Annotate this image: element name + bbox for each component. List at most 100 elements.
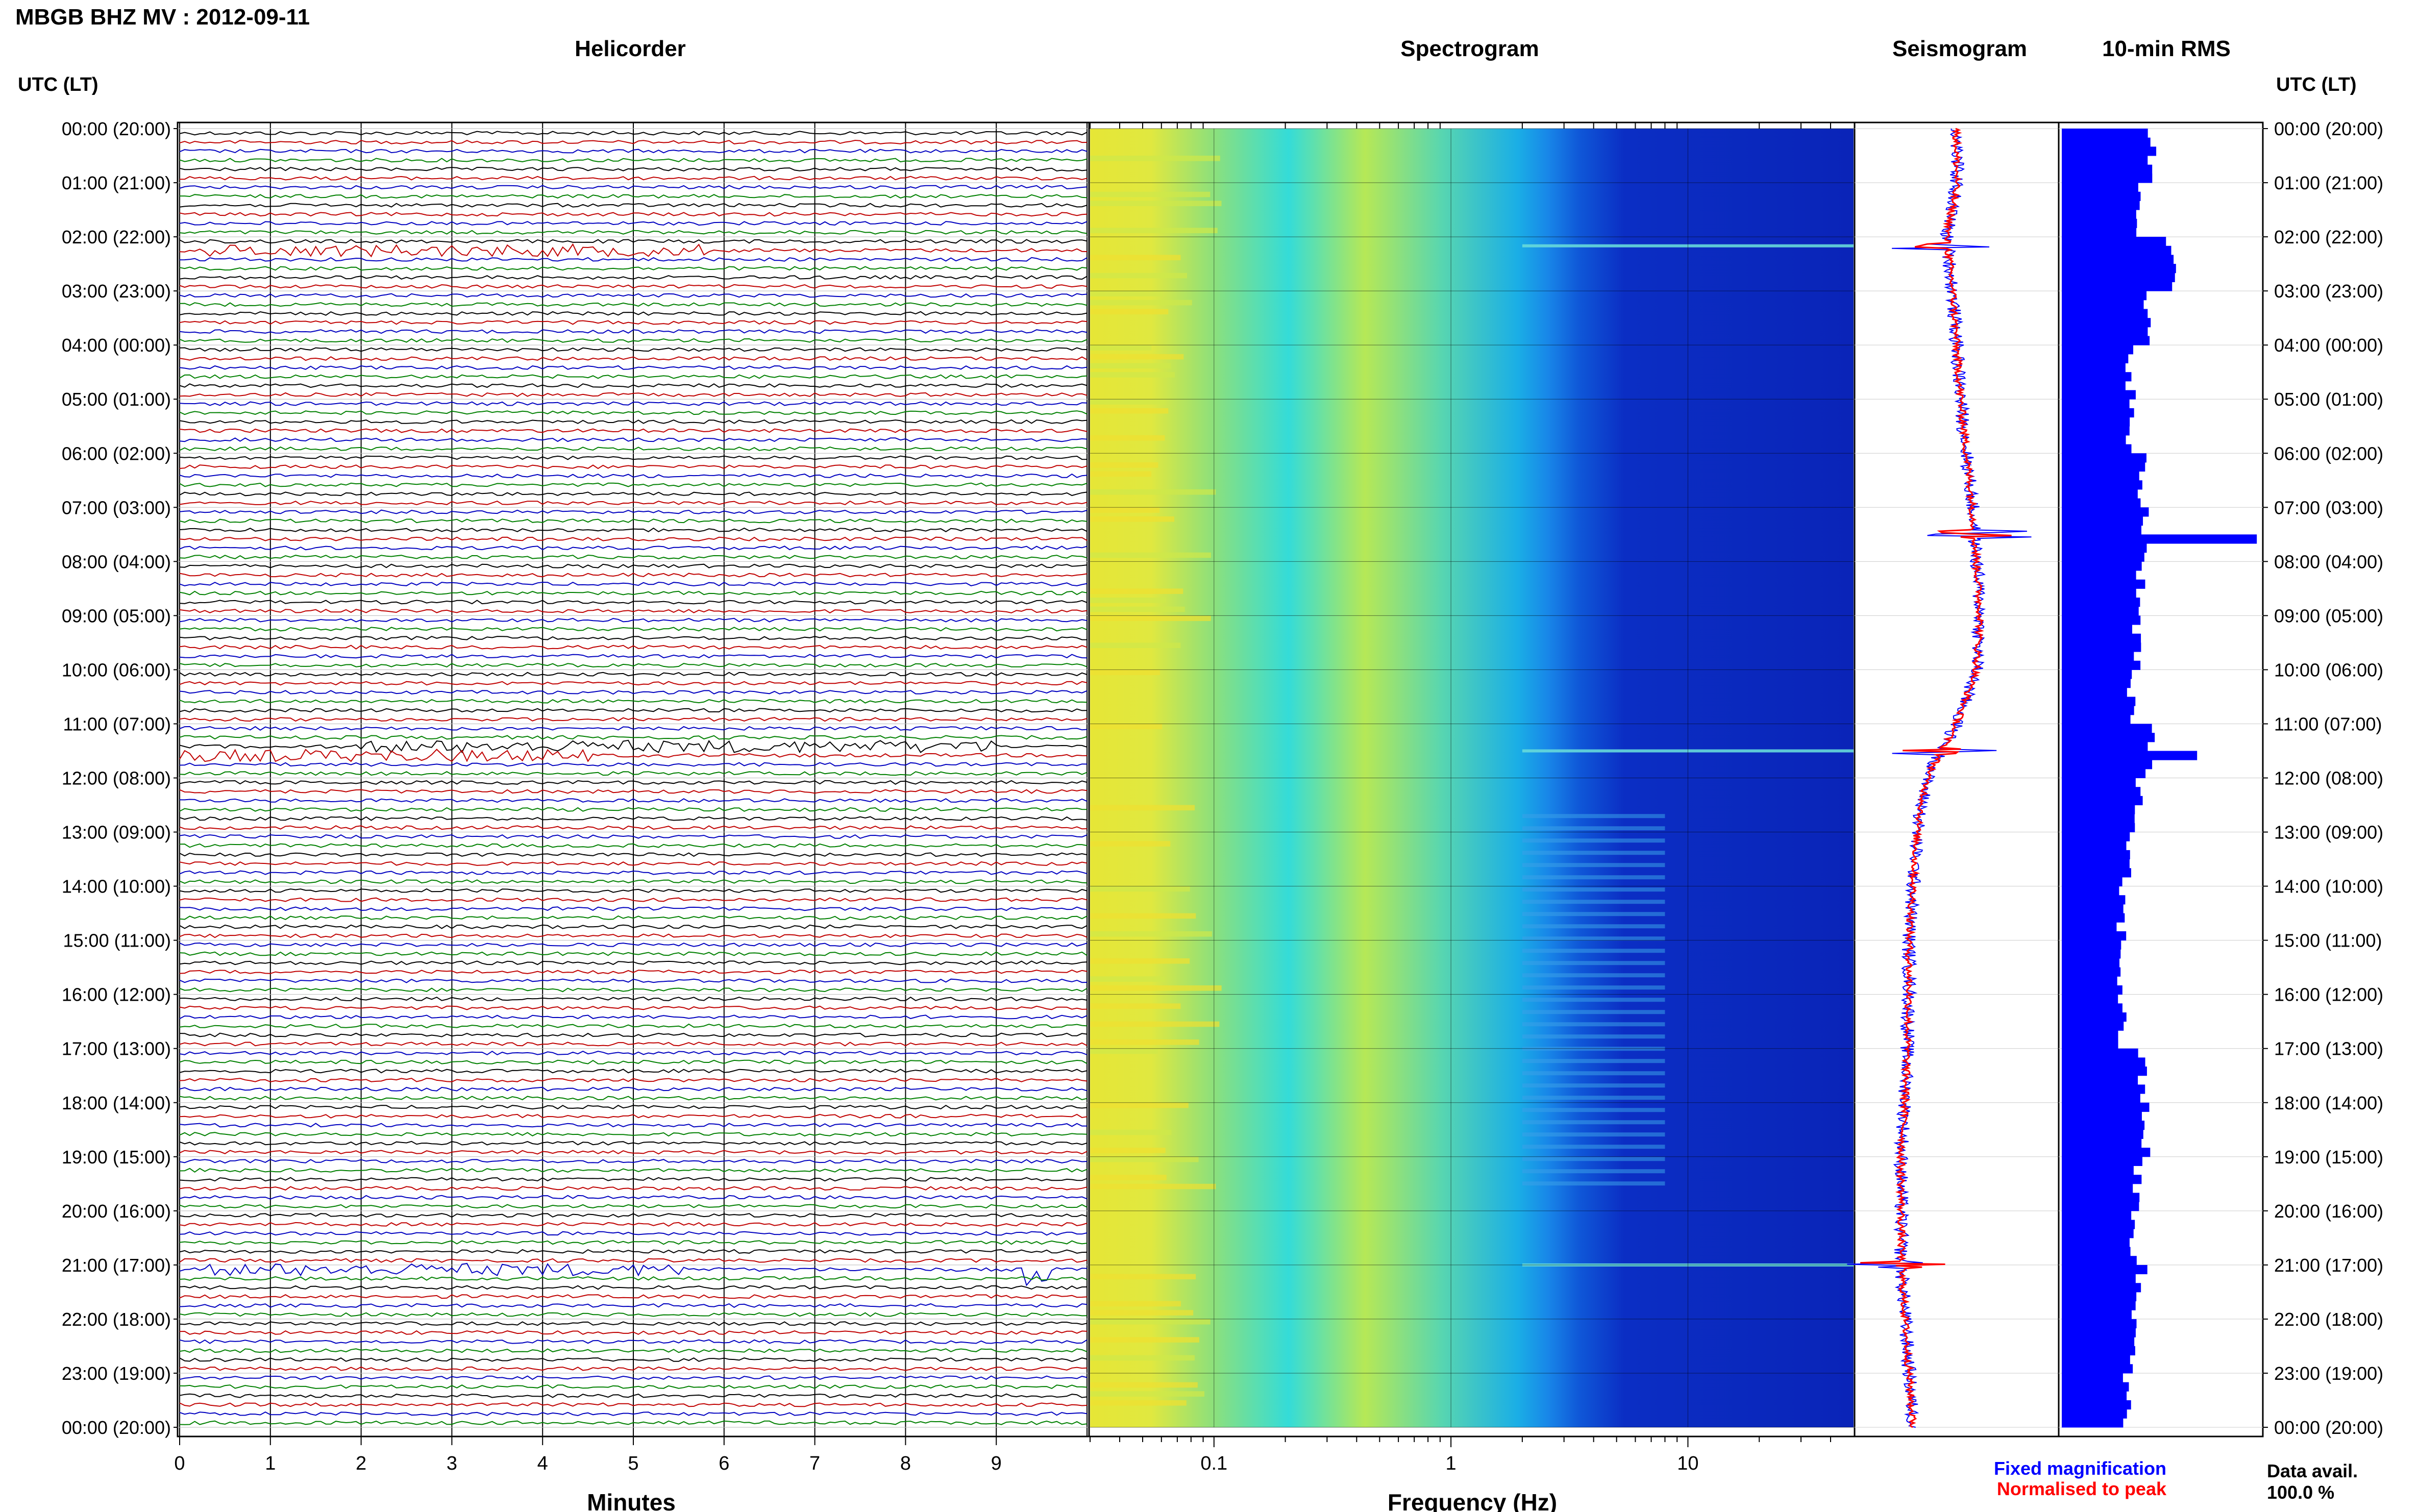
rms-bar xyxy=(2062,877,2122,887)
spectrogram-tremor-band xyxy=(1522,1096,1665,1100)
spectrogram-speckle xyxy=(1090,1148,1166,1153)
rms-bar xyxy=(2062,796,2143,806)
spectrogram-speckle xyxy=(1090,1355,1195,1361)
rms-bar xyxy=(2062,534,2257,544)
helicorder-x-tick-label: 0 xyxy=(174,1453,185,1474)
rms-bar xyxy=(2062,904,2124,914)
rms-bar xyxy=(2062,480,2142,490)
helicorder-trace xyxy=(179,1141,1088,1146)
helicorder-trace xyxy=(179,1339,1088,1344)
helicorder-trace xyxy=(179,906,1088,911)
spectrogram-speckle xyxy=(1090,1400,1187,1406)
page-title: MBGB BHZ MV : 2012-09-11 xyxy=(15,5,310,30)
helicorder-trace xyxy=(179,1312,1088,1317)
spectrogram-speckle xyxy=(1090,670,1160,676)
rms-bar xyxy=(2062,552,2144,562)
time-tick-label-right: 20:00 (16:00) xyxy=(2274,1201,2383,1222)
time-tick-label-right: 14:00 (10:00) xyxy=(2274,876,2383,897)
time-tick-label-left: 04:00 (00:00) xyxy=(62,335,171,356)
helicorder-panel xyxy=(177,121,1090,1437)
spectrogram-speckle xyxy=(1090,841,1171,847)
helicorder-trace xyxy=(179,762,1088,767)
time-axis-right: 00:00 (20:00) 01:00 (21:00) 02:00 (22:00) 0… xyxy=(2263,118,2383,1438)
rms-bar xyxy=(2062,787,2141,797)
helicorder-trace xyxy=(179,1258,1088,1263)
time-tick-label-left: 03:00 (23:00) xyxy=(62,281,171,302)
time-axis-label-right: UTC (LT) xyxy=(2276,74,2357,95)
helicorder-trace xyxy=(179,749,1088,762)
rms-panel xyxy=(2058,121,2264,1437)
time-tick-label-right: 05:00 (01:00) xyxy=(2274,389,2383,410)
helicorder-trace xyxy=(179,852,1088,857)
time-tick-label-right: 07:00 (03:00) xyxy=(2274,497,2383,518)
spectrogram-speckle xyxy=(1090,642,1181,648)
spectrogram-speckle xyxy=(1090,255,1181,261)
spectrogram-tremor-band xyxy=(1522,998,1665,1002)
spectrogram-speckle xyxy=(1090,291,1163,296)
spectrogram-speckle xyxy=(1090,1102,1189,1108)
spectrogram-speckle xyxy=(1090,598,1166,603)
time-tick-label-left: 12:00 (08:00) xyxy=(62,768,171,789)
helicorder-trace xyxy=(179,1294,1088,1299)
rms-bar xyxy=(2062,1265,2148,1275)
time-tick-label-left: 22:00 (18:00) xyxy=(62,1309,171,1330)
rms-bar xyxy=(2062,272,2175,282)
spectrogram-speckle xyxy=(1090,516,1175,522)
rms-bar xyxy=(2062,687,2127,697)
spectrogram-tremor-band xyxy=(1522,863,1665,867)
helicorder-x-tick-label: 5 xyxy=(628,1453,638,1474)
spectrogram-speckle xyxy=(1090,372,1175,378)
helicorder-trace xyxy=(179,735,1088,740)
rms-bar xyxy=(2062,571,2136,580)
rms-bar xyxy=(2062,1084,2145,1094)
helicorder-x-tick-label: 4 xyxy=(537,1453,548,1474)
helicorder-x-axis: 0 1 2 3 4 5 6 7 8 9 xyxy=(174,1436,1002,1474)
spectrogram-tremor-band xyxy=(1522,1059,1665,1063)
spectrogram-speckle xyxy=(1090,958,1190,964)
helicorder-trace xyxy=(179,609,1088,614)
rms-bar xyxy=(2062,814,2135,824)
helicorder-trace xyxy=(179,428,1088,433)
helicorder-trace xyxy=(179,320,1088,325)
rms-bar xyxy=(2062,985,2122,995)
spectrogram-speckle xyxy=(1090,462,1158,468)
time-tick-label-left: 02:00 (22:00) xyxy=(62,227,171,247)
time-tick-label-right: 06:00 (02:00) xyxy=(2274,443,2383,464)
rms-bar xyxy=(2062,1274,2136,1283)
helicorder-trace xyxy=(179,590,1088,596)
spectrogram-tremor-band xyxy=(1522,973,1665,978)
time-tick-label-left: 06:00 (02:00) xyxy=(62,443,171,464)
helicorder-trace xyxy=(179,1123,1087,1128)
rms-bar xyxy=(2062,191,2141,201)
helicorder-x-tick-label: 1 xyxy=(265,1453,276,1474)
helicorder-x-tick-label: 6 xyxy=(719,1453,729,1474)
helicorder-trace xyxy=(179,1420,1088,1425)
time-tick-label-right: 11:00 (07:00) xyxy=(2274,713,2382,734)
helicorder-trace xyxy=(179,1023,1088,1029)
rms-bar xyxy=(2062,1328,2136,1337)
rms-bar xyxy=(2062,218,2137,228)
rms-bar xyxy=(2062,381,2126,391)
rms-bar xyxy=(2062,1400,2131,1410)
rms-bar xyxy=(2062,832,2130,841)
time-tick-label-right: 02:00 (22:00) xyxy=(2274,227,2383,247)
helicorder-trace xyxy=(179,410,1088,415)
time-tick-label-right: 00:00 (20:00) xyxy=(2274,1417,2383,1438)
time-axis-label-left: UTC (LT) xyxy=(18,74,98,95)
rms-bar xyxy=(2062,1075,2138,1085)
helicorder-trace xyxy=(179,1104,1088,1110)
helicorder-trace xyxy=(179,897,1088,902)
rms-bar xyxy=(2062,309,2148,318)
rms-bar xyxy=(2062,967,2121,977)
rms-bar xyxy=(2062,453,2146,463)
rms-bar xyxy=(2062,282,2173,291)
spectrogram-speckle xyxy=(1090,228,1218,234)
spectrogram-speckle xyxy=(1090,724,1163,730)
spectrogram-speckle xyxy=(1090,1391,1204,1397)
rms-bar xyxy=(2062,958,2120,968)
helicorder-trace xyxy=(179,446,1088,451)
time-tick-label-right: 12:00 (08:00) xyxy=(2274,768,2383,789)
rms-bar xyxy=(2062,1030,2118,1040)
helicorder-trace xyxy=(179,663,1088,668)
spectrogram-tremor-band xyxy=(1522,1071,1665,1076)
